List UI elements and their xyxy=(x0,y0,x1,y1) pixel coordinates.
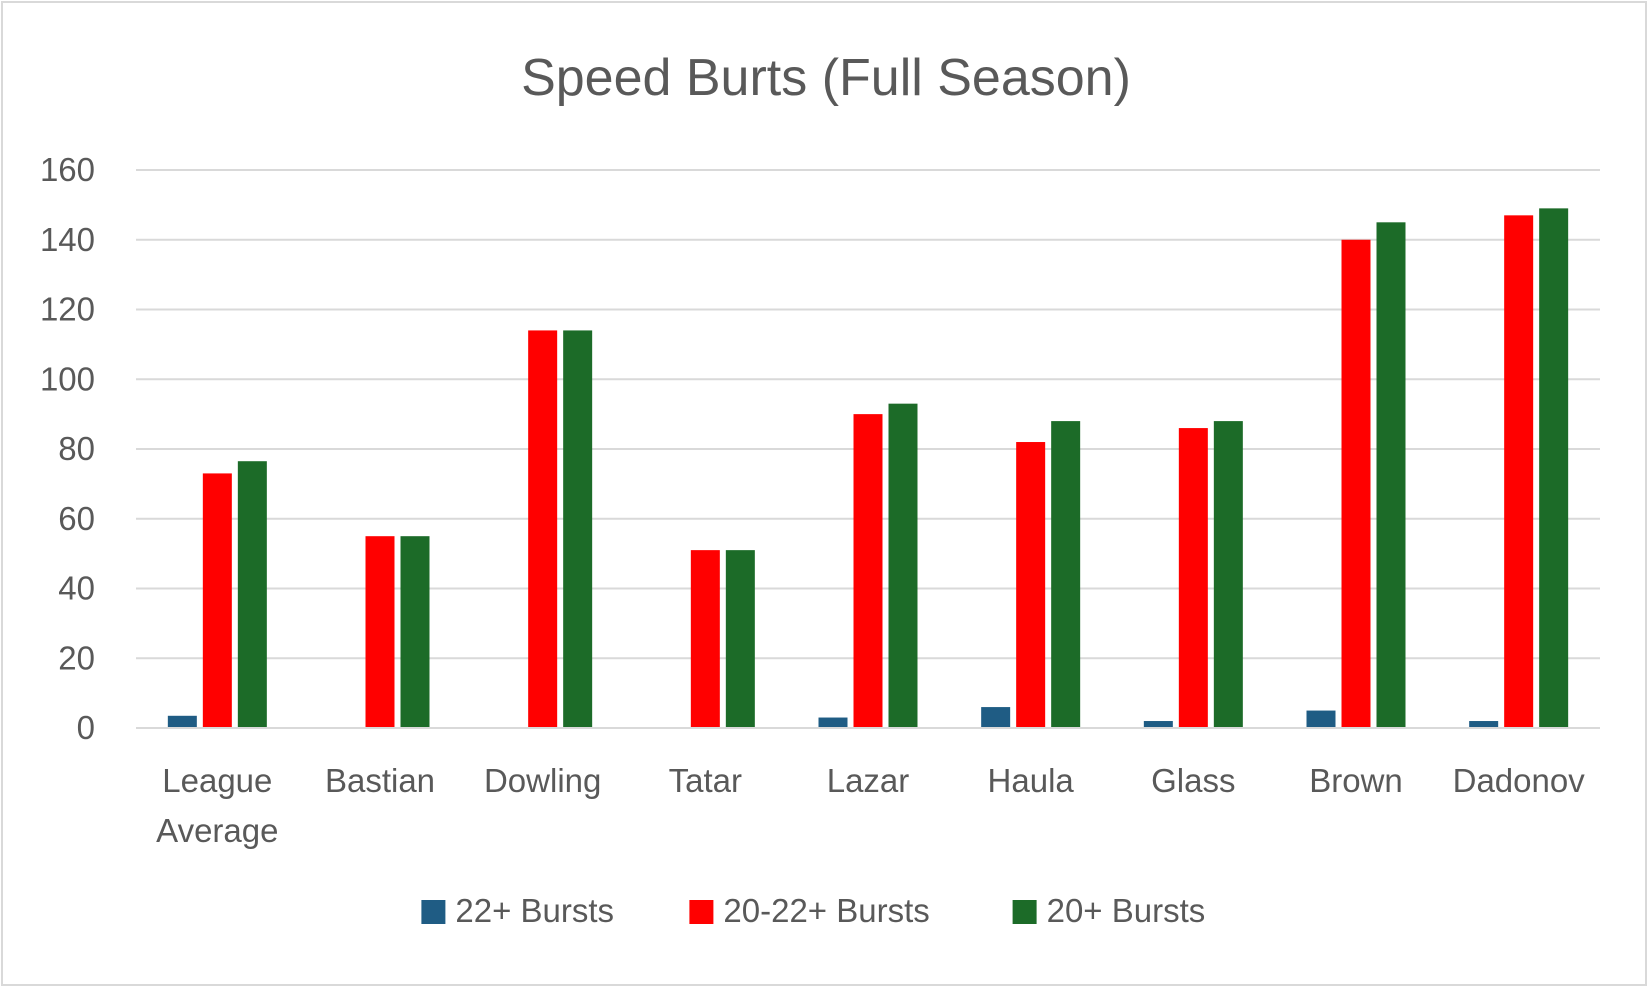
bar xyxy=(1469,721,1499,728)
bar xyxy=(1143,721,1173,728)
bar xyxy=(400,536,430,728)
x-tick-label: Average xyxy=(156,812,278,849)
legend: 22+ Bursts 20-22+ Bursts 20+ Bursts xyxy=(421,892,1205,929)
x-tick-label: Tatar xyxy=(669,762,742,799)
bar xyxy=(528,330,558,728)
bar xyxy=(1376,222,1406,728)
bar xyxy=(1539,208,1569,729)
bar xyxy=(1504,215,1534,728)
y-tick-label: 160 xyxy=(40,151,95,188)
bar xyxy=(1341,239,1371,728)
legend-label: 20+ Bursts xyxy=(1047,892,1206,929)
x-tick-label: Haula xyxy=(988,762,1075,799)
chart-title: Speed Burts (Full Season) xyxy=(521,49,1131,107)
bar xyxy=(237,461,267,728)
x-tick-label: Dowling xyxy=(484,762,601,799)
bar xyxy=(365,536,395,728)
bar xyxy=(563,330,593,728)
bars xyxy=(167,208,1569,729)
x-tick-label: Bastian xyxy=(325,762,435,799)
bar xyxy=(853,414,883,728)
legend-label: 22+ Bursts xyxy=(455,892,614,929)
bar xyxy=(167,715,197,728)
bar xyxy=(1213,421,1243,728)
bar xyxy=(1051,421,1081,728)
x-axis-tick-labels: League Average Bastian Dowling Tatar Lazar Hau… xyxy=(156,762,1585,849)
x-tick-label: Brown xyxy=(1309,762,1403,799)
x-tick-label: Dadonov xyxy=(1453,762,1586,799)
y-axis-tick-labels: 0 20 40 60 80 100 120 140 160 xyxy=(40,151,95,746)
x-tick-label: League xyxy=(162,762,272,799)
y-tick-label: 0 xyxy=(77,709,95,746)
y-tick-label: 100 xyxy=(40,360,95,397)
legend-swatch xyxy=(689,900,714,924)
y-tick-label: 20 xyxy=(58,639,95,676)
bar xyxy=(725,550,755,728)
bar xyxy=(690,550,720,728)
bar xyxy=(818,717,848,728)
x-tick-label: Lazar xyxy=(827,762,910,799)
bar xyxy=(1306,710,1336,728)
y-tick-label: 80 xyxy=(58,430,95,467)
bar xyxy=(888,403,918,728)
bar xyxy=(981,707,1011,728)
bar xyxy=(202,473,232,728)
y-tick-label: 40 xyxy=(58,570,95,607)
bar xyxy=(1016,442,1046,728)
y-tick-label: 60 xyxy=(58,500,95,537)
legend-label: 20-22+ Bursts xyxy=(723,892,929,929)
y-tick-label: 140 xyxy=(40,221,95,258)
x-tick-label: Glass xyxy=(1151,762,1235,799)
legend-swatch xyxy=(1012,900,1037,924)
bar xyxy=(1178,428,1208,728)
legend-swatch xyxy=(421,900,446,924)
y-tick-label: 120 xyxy=(40,291,95,328)
